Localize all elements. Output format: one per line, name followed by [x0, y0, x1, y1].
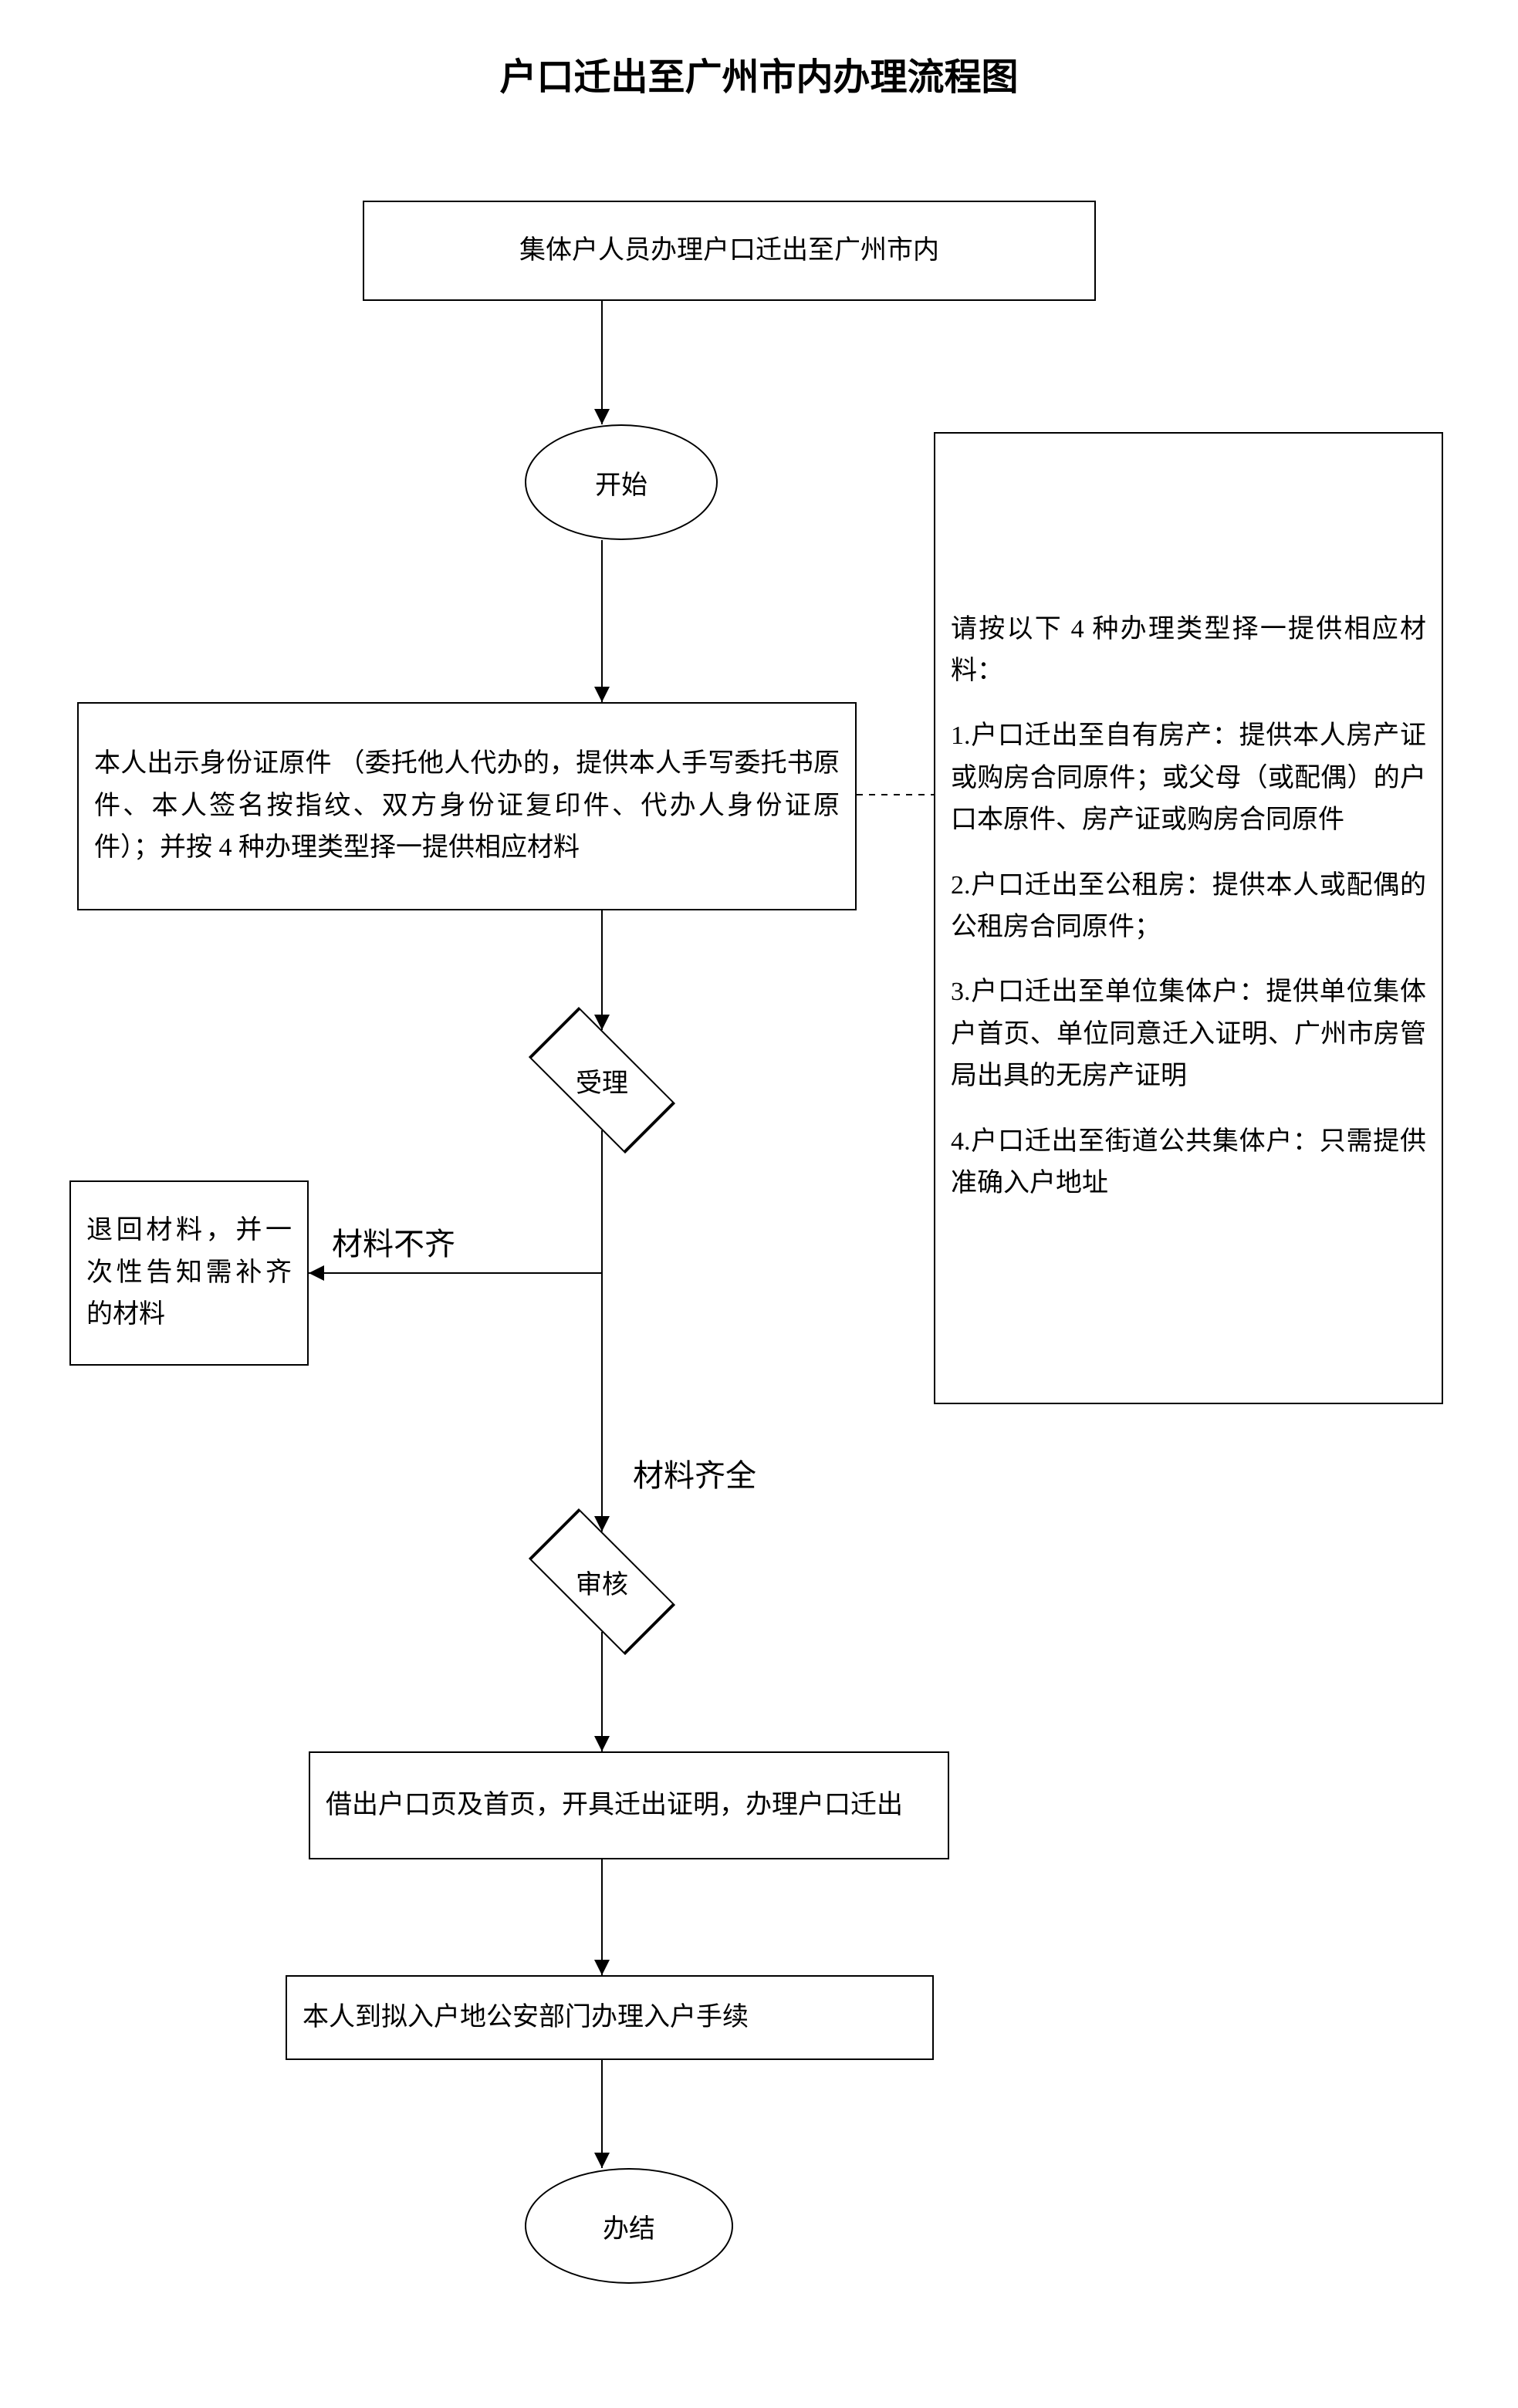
- node-accept: 受理: [505, 1030, 698, 1130]
- node-issue-cert: 借出户口页及首页，开具迁出证明，办理户口迁出: [309, 1751, 949, 1859]
- node-return-docs: 退回材料，并一次性告知需补齐的材料: [69, 1180, 309, 1366]
- node-text: 审核: [505, 1532, 698, 1632]
- node-text: 集体户人员办理户口迁出至广州市内: [519, 230, 939, 272]
- edge-label-incomplete: 材料不齐: [332, 1219, 455, 1264]
- notes-line: 请按以下 4 种办理类型择一提供相应材料：: [951, 609, 1426, 693]
- notes-line: 2.户口迁出至公租房：提供本人或配偶的公租房合同原件；: [951, 865, 1426, 949]
- node-text: 开始: [595, 464, 647, 502]
- node-end: 办结: [525, 2168, 733, 2284]
- notes-panel: 请按以下 4 种办理类型择一提供相应材料： 1.户口迁出至自有房产：提供本人房产…: [934, 432, 1443, 1404]
- node-begin: 开始: [525, 424, 718, 540]
- edge-label-complete: 材料齐全: [633, 1451, 756, 1495]
- node-submit-docs: 本人出示身份证原件 （委托他人代办的，提供本人手写委托书原件、本人签名按指纹、双…: [77, 702, 857, 910]
- node-text: 办结: [603, 2207, 655, 2245]
- flowchart-title: 户口迁出至广州市内办理流程图: [0, 46, 1518, 100]
- notes-line: 4.户口迁出至街道公共集体户：只需提供准确入户地址: [951, 1121, 1426, 1205]
- node-go-police: 本人到拟入户地公安部门办理入户手续: [286, 1975, 934, 2060]
- notes-line: 3.户口迁出至单位集体户：提供单位集体户首页、单位同意迁入证明、广州市房管局出具…: [951, 971, 1426, 1097]
- node-review: 审核: [505, 1532, 698, 1632]
- node-start-banner: 集体户人员办理户口迁出至广州市内: [363, 201, 1096, 301]
- node-text: 本人到拟入户地公安部门办理入户手续: [303, 1997, 749, 2038]
- notes-line: 1.户口迁出至自有房产：提供本人房产证或购房合同原件；或父母（或配偶）的户口本原…: [951, 715, 1426, 841]
- node-text: 借出户口页及首页，开具迁出证明，办理户口迁出: [326, 1785, 903, 1826]
- node-text: 退回材料，并一次性告知需补齐的材料: [86, 1210, 292, 1336]
- node-text: 本人出示身份证原件 （委托他人代办的，提供本人手写委托书原件、本人签名按指纹、双…: [94, 743, 840, 869]
- node-text: 受理: [505, 1030, 698, 1130]
